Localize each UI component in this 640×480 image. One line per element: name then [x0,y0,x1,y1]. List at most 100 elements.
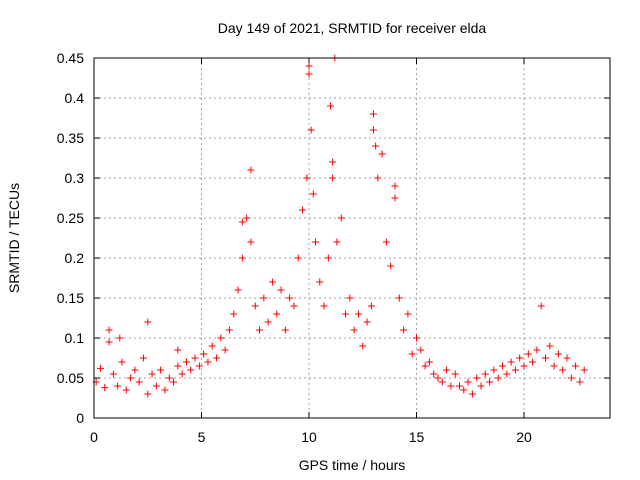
data-point [529,358,537,366]
data-point [430,370,438,378]
data-point [127,374,135,382]
data-point [490,366,498,374]
data-point [580,366,588,374]
data-point [165,374,173,382]
data-point [243,214,251,222]
data-point [400,326,408,334]
data-point [563,354,571,362]
y-tick-label-2: 0.1 [65,330,85,346]
data-point [221,346,229,354]
chart-title: Day 149 of 2021, SRMTID for receiver eld… [218,20,487,36]
data-point [161,386,169,394]
data-point [370,110,377,118]
data-point [329,174,337,182]
data-point [342,310,350,318]
data-point [395,294,403,302]
data-point [408,350,416,358]
data-point [443,366,451,374]
data-point [305,70,313,78]
data-point [109,370,117,378]
data-point [367,302,375,310]
data-point [567,374,575,382]
y-tick-label-5: 0.25 [57,210,84,226]
data-point [451,370,459,378]
data-point [200,350,208,358]
data-point [213,354,221,362]
data-point [170,378,178,386]
y-tick-label-1: 0.05 [57,370,84,386]
data-point [434,374,442,382]
y-tick-label-8: 0.4 [65,90,85,106]
data-point [174,346,182,354]
y-tick-label-4: 0.2 [65,250,85,266]
data-point [481,370,489,378]
data-point [542,354,549,362]
data-point [576,378,584,386]
data-point [122,386,130,394]
data-point [152,382,160,390]
data-point [225,326,233,334]
data-point [533,346,541,354]
data-point [116,334,124,342]
data-point [238,254,246,262]
y-tick-label-7: 0.35 [57,130,84,146]
data-point [374,174,382,182]
data-point [359,342,367,350]
x-tick-label-0: 0 [90,429,98,445]
x-axis-label: GPS time / hours [299,457,406,473]
y-tick-label-3: 0.15 [57,290,84,306]
data-point [391,194,399,202]
data-point [333,238,341,246]
data-point [303,174,311,182]
data-point [247,166,255,174]
data-point [363,318,371,326]
data-point [316,278,324,286]
x-tick-label-2: 10 [301,429,317,445]
data-point [460,386,468,394]
data-point [148,370,156,378]
data-point [421,362,429,370]
data-point [256,326,264,334]
data-point [268,278,276,286]
data-point [572,362,580,370]
data-point [477,382,485,390]
data-point [354,310,362,318]
data-point [520,362,528,370]
data-point [294,254,302,262]
data-point [157,366,165,374]
data-point [118,358,126,366]
data-point [378,150,386,158]
data-point [511,366,519,374]
x-tick-label-3: 15 [409,429,425,445]
data-point [144,318,152,326]
data-point [516,354,524,362]
data-point [507,358,515,366]
data-point [417,346,425,354]
data-point [346,294,354,302]
x-tick-label-4: 20 [516,429,532,445]
data-point [413,334,420,342]
data-point [264,318,272,326]
data-point [456,382,463,390]
data-point [320,302,328,310]
data-point [238,218,246,226]
data-point [468,390,476,398]
data-point [486,378,494,386]
data-point [311,238,319,246]
data-point [307,126,315,134]
data-point [387,262,395,270]
data-point [499,362,506,370]
data-point [105,326,113,334]
data-point [251,302,259,310]
data-point [105,338,113,346]
data-point [114,382,122,390]
data-point [324,254,332,262]
data-point [350,326,358,334]
data-point [178,370,186,378]
data-point [247,238,255,246]
y-tick-label-0: 0 [76,410,84,426]
data-point [260,294,268,302]
data-point [101,384,109,392]
data-point [234,286,242,294]
